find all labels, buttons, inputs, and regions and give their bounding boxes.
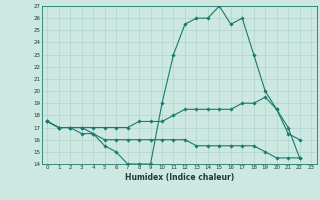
- X-axis label: Humidex (Indice chaleur): Humidex (Indice chaleur): [124, 173, 234, 182]
